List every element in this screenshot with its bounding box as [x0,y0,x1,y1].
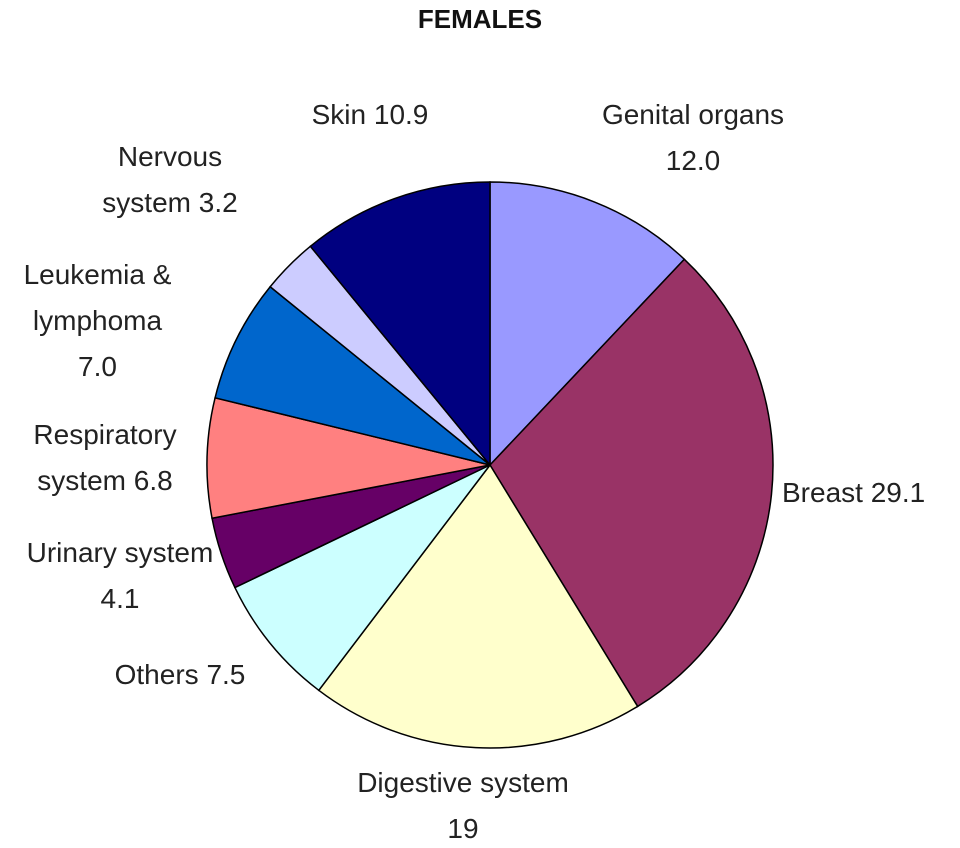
category-name: Digestive system [357,767,569,798]
value-label: 6.8 [133,465,173,496]
slice-label: Leukemia & lymphoma 7.0 [0,252,195,390]
slice-label: Genital organs 12.0 [593,92,793,184]
slice-label: Respiratory system 6.8 [0,412,210,504]
value-label: 10.9 [373,99,429,130]
slice-label: Digestive system 19 [353,760,573,848]
category-name: Others [114,659,199,690]
slice-label: Breast 29.1 [782,470,960,516]
chart-title: FEMALES [417,4,543,34]
value-label: 7.0 [78,351,117,382]
category-name: Skin [311,99,367,130]
slice-label: Nervous system 3.2 [80,134,260,226]
pie-slice [309,181,491,468]
value-label: 7.5 [206,659,246,690]
value-label: 3.2 [198,187,238,218]
category-name: Leukemia & lymphoma [23,259,172,336]
slice-label: Others 7.5 [80,652,280,698]
pie-slice [233,464,491,692]
category-name: Urinary system [26,537,214,568]
slice-label: Skin 10.9 [255,92,485,138]
value-label: 29.1 [870,477,926,508]
category-name: Genital organs [601,99,785,130]
category-name: Nervous system [102,141,223,218]
pie-slice [206,396,491,520]
slice-label: Urinary system 4.1 [20,530,220,622]
pie-slice [489,258,774,708]
pie-slice [317,463,639,749]
value-label: 12.0 [665,145,721,176]
value-label: 19 [447,813,479,844]
category-name: Respiratory system [33,419,177,496]
pie-slice [214,285,491,466]
value-label: 4.1 [100,583,140,614]
category-name: Breast [782,477,863,508]
pie-slice [489,181,686,467]
